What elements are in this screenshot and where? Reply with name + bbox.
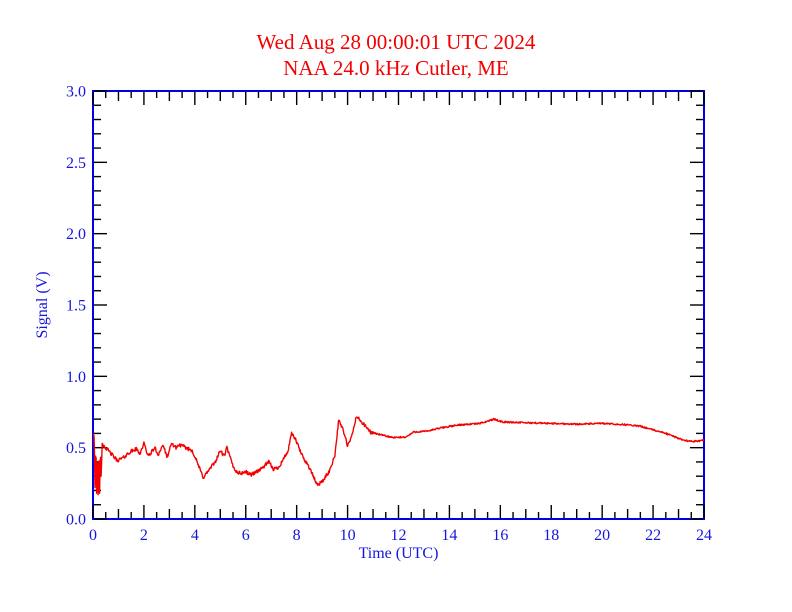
x-tick-label: 2 — [140, 527, 148, 544]
y-axis-label: Signal (V) — [34, 271, 51, 338]
x-axis-label: Time (UTC) — [359, 545, 439, 562]
x-tick-label: 18 — [543, 527, 559, 544]
y-axis-ticks — [94, 90, 703, 520]
x-tick-label: 6 — [242, 527, 250, 544]
y-tick-label: 1.5 — [66, 298, 86, 315]
x-tick-label: 8 — [293, 527, 301, 544]
x-tick-label: 22 — [645, 527, 661, 544]
y-tick-label: 0.5 — [66, 440, 86, 457]
x-tick-label: 10 — [340, 527, 356, 544]
y-tick-label: 0.0 — [66, 512, 86, 529]
y-tick-label: 2.5 — [66, 155, 86, 172]
y-tick-label: 3.0 — [66, 84, 86, 101]
y-tick-label: 1.0 — [66, 369, 86, 386]
x-tick-label: 4 — [191, 527, 199, 544]
x-tick-labels: 0 2 4 6 8 10 12 14 16 18 20 22 24 — [89, 527, 712, 544]
x-tick-label: 12 — [391, 527, 407, 544]
x-tick-label: 24 — [696, 527, 712, 544]
plot-frame — [92, 90, 705, 520]
signal-trace — [93, 416, 704, 496]
chart-title: Wed Aug 28 00:00:01 UTC 2024 — [256, 30, 536, 54]
x-tick-label: 16 — [492, 527, 508, 544]
x-tick-label: 0 — [89, 527, 97, 544]
y-tick-label: 2.0 — [66, 226, 86, 243]
chart-subtitle: NAA 24.0 kHz Cutler, ME — [283, 56, 509, 80]
x-tick-label: 20 — [594, 527, 610, 544]
y-tick-labels: 0.0 0.5 1.0 1.5 2.0 2.5 3.0 — [66, 84, 86, 529]
x-axis-ticks — [92, 92, 705, 518]
x-tick-label: 14 — [441, 527, 457, 544]
chart-title-block: Wed Aug 28 00:00:01 UTC 2024 NAA 24.0 kH… — [0, 29, 792, 81]
